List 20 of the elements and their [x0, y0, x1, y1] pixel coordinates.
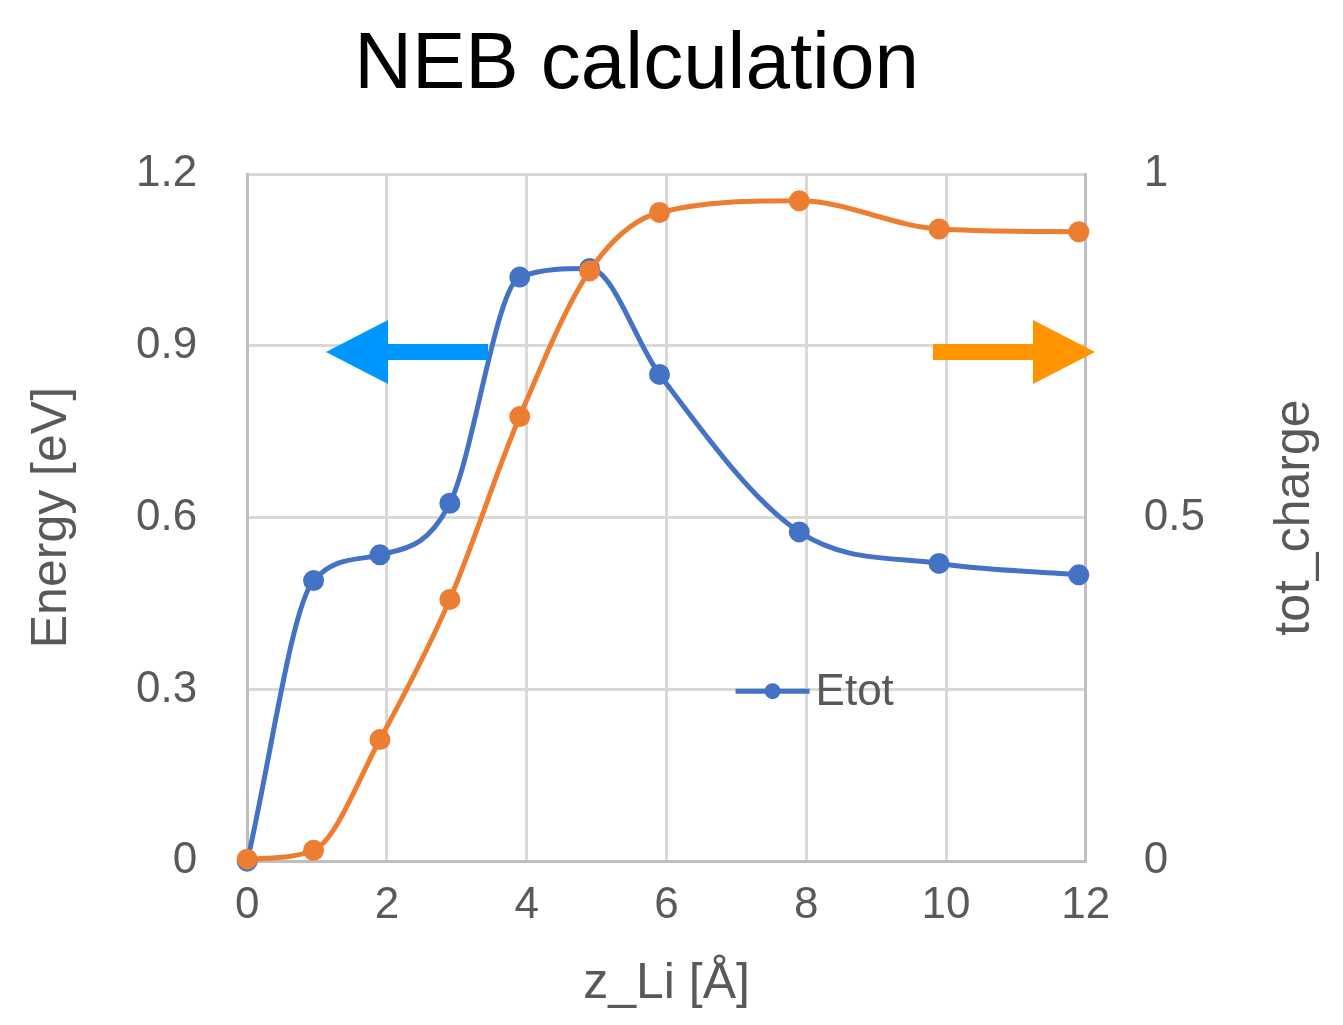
y-tick-label: 0.9 [135, 317, 198, 367]
x-tick-label: 12 [1061, 877, 1111, 927]
legend-label: Etot [815, 665, 894, 715]
y-tick-label: 0 [172, 833, 198, 883]
x-tick-label: 8 [794, 877, 819, 927]
x-tick-label: 2 [374, 877, 400, 927]
y2-tick-label: 0.5 [1143, 489, 1206, 539]
y-tick-label: 0.6 [135, 489, 198, 539]
x-tick-label: 10 [921, 877, 971, 927]
y-tick-label: 0.3 [135, 661, 198, 711]
y2-tick-label: 0 [1143, 833, 1169, 883]
x-tick-label: 0 [234, 877, 260, 927]
x-tick-label: 4 [514, 877, 539, 927]
x-axis-title: z_Li [Å] [583, 952, 750, 1009]
y-tick-label: 1.2 [135, 146, 198, 196]
x-tick-label: 6 [654, 877, 679, 927]
y2-tick-label: 1 [1143, 146, 1169, 196]
y2-axis-title: tot_charge [1263, 399, 1320, 636]
chart-title: NEB calculation [354, 16, 919, 106]
y-axis-title: Energy [eV] [20, 386, 77, 649]
